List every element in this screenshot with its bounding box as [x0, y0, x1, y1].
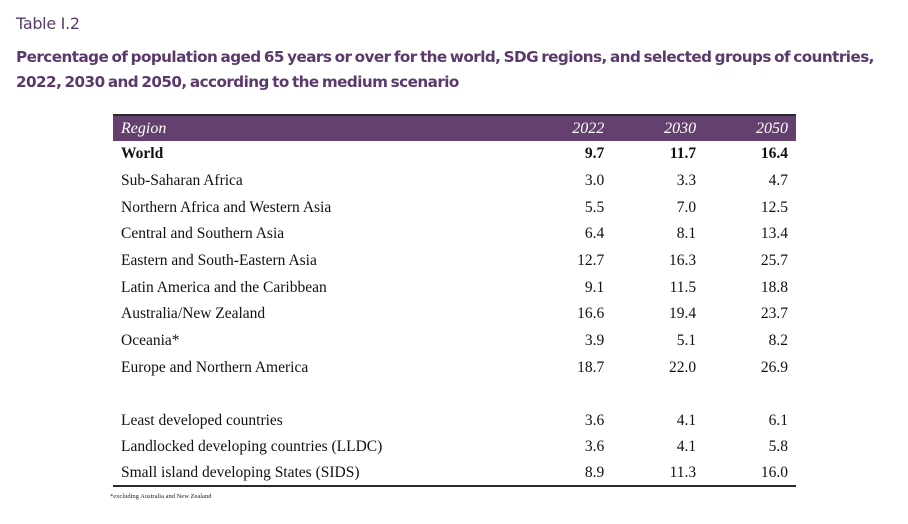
region-name: Small island developing States (SIDS) [113, 460, 521, 487]
header-region: Region [121, 119, 167, 137]
value-2022: 16.6 [577, 305, 605, 323]
value-2030: 8.1 [676, 225, 697, 243]
value-2030: 11.7 [669, 145, 697, 163]
value-2030: 7.0 [676, 198, 697, 216]
value-2050: 18.8 [760, 278, 788, 296]
region-name: Latin America and the Caribbean [121, 278, 327, 296]
table-row-world: World 9.7 11.7 16.4 [113, 141, 796, 168]
table-row: Least developed countries 3.6 4.1 6.1 [113, 407, 796, 434]
value-2022: 8.9 [520, 460, 613, 487]
region-name: Oceania* [121, 332, 180, 350]
value-2022: 3.6 [584, 438, 605, 456]
value-2030: 4.1 [676, 438, 697, 456]
value-2050: 12.5 [760, 198, 788, 216]
value-2030: 4.1 [676, 411, 697, 429]
value-2050: 16.0 [704, 460, 796, 487]
table-row: Australia/New Zealand 16.6 19.4 23.7 [113, 301, 796, 328]
table-spacer-row [113, 381, 796, 407]
table-row: Latin America and the Caribbean 9.1 11.5… [113, 274, 796, 301]
value-2050: 16.4 [760, 145, 788, 163]
region-name: Sub-Saharan Africa [121, 172, 243, 190]
value-2030: 5.1 [676, 332, 697, 350]
value-2050: 13.4 [760, 225, 788, 243]
value-2050: 4.7 [768, 172, 788, 190]
value-2030: 11.3 [612, 460, 705, 487]
table-title: Percentage of population aged 65 years o… [16, 48, 874, 91]
data-table: Region 2022 2030 2050 World 9.7 11.7 16.… [113, 114, 796, 487]
region-name: Least developed countries [121, 411, 283, 429]
value-2050: 6.1 [768, 411, 788, 429]
value-2050: 8.2 [768, 332, 788, 350]
table-row: Central and Southern Asia 6.4 8.1 13.4 [113, 221, 796, 248]
value-2030: 11.5 [669, 278, 697, 296]
region-name: Central and Southern Asia [121, 225, 285, 243]
value-2050: 5.8 [768, 438, 788, 456]
table-row: Northern Africa and Western Asia 5.5 7.0… [113, 194, 796, 221]
value-2022: 3.9 [584, 332, 605, 350]
header-2030: 2030 [664, 119, 697, 137]
table-label: Table I.2 [16, 14, 80, 33]
value-2022: 18.7 [577, 358, 605, 376]
table-row: Small island developing States (SIDS) 8.… [113, 460, 796, 487]
region-name: Northern Africa and Western Asia [121, 198, 332, 216]
value-2050: 23.7 [760, 305, 788, 323]
table-header-row: Region 2022 2030 2050 [113, 115, 796, 141]
value-2030: 19.4 [669, 305, 697, 323]
value-2050: 26.9 [760, 358, 788, 376]
region-name: Australia/New Zealand [121, 305, 266, 323]
table-row: Landlocked developing countries (LLDC) 3… [113, 434, 796, 461]
value-2022: 3.6 [584, 411, 605, 429]
value-2022: 12.7 [577, 252, 605, 270]
value-2022: 3.0 [584, 172, 605, 190]
header-2050: 2050 [756, 119, 788, 137]
region-name: Landlocked developing countries (LLDC) [121, 438, 383, 456]
table-row: Oceania* 3.9 5.1 8.2 [113, 328, 796, 355]
region-name: Eastern and South-Eastern Asia [121, 252, 317, 270]
value-2030: 22.0 [669, 358, 697, 376]
value-2022: 5.5 [584, 198, 605, 216]
value-2030: 16.3 [669, 252, 697, 270]
value-2022: 9.7 [584, 145, 605, 163]
table-row: Eastern and South-Eastern Asia 12.7 16.3… [113, 248, 796, 275]
footnote: *excluding Australia and New Zealand [110, 493, 212, 500]
region-name: World [121, 145, 164, 163]
value-2050: 25.7 [760, 252, 788, 270]
table-row: Sub-Saharan Africa 3.0 3.3 4.7 [113, 168, 796, 195]
value-2030: 3.3 [676, 172, 697, 190]
header-2022: 2022 [572, 119, 605, 137]
value-2022: 9.1 [584, 278, 605, 296]
table-row: Europe and Northern America 18.7 22.0 26… [113, 355, 796, 382]
value-2022: 6.4 [584, 225, 605, 243]
region-name: Europe and Northern America [121, 358, 309, 376]
